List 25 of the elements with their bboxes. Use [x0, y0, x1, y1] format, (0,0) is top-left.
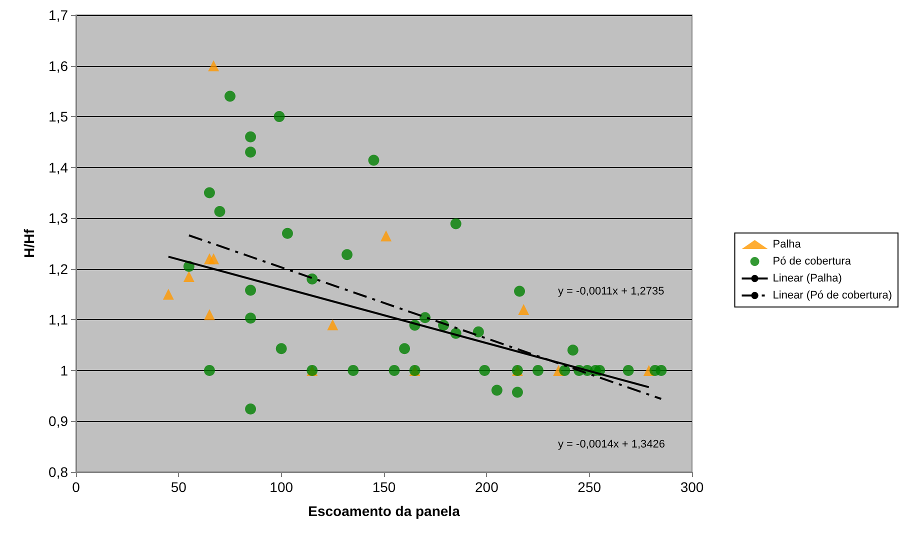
y-tick-label: 0,9 [48, 413, 68, 430]
x-tick-label: 200 [474, 479, 499, 495]
x-tick-label: 300 [680, 479, 704, 495]
legend-label: Pó de cobertura [772, 256, 852, 268]
annotation: y = -0,0014x + 1,3426 [558, 438, 666, 450]
y-tick-label: 1,4 [48, 159, 68, 176]
legend-label: Linear (Pó de cobertura) [772, 290, 892, 302]
x-tick-label: 150 [372, 479, 396, 495]
y-axis-title: H/Hf [21, 228, 37, 258]
legend-label: Linear (Palha) [772, 272, 842, 284]
y-tick-label: 1,3 [48, 210, 68, 226]
legend-label: Palha [772, 238, 802, 250]
y-tick-label: 1,1 [48, 312, 68, 328]
x-tick-label: 0 [72, 479, 80, 495]
annotation: y = -0,0011x + 1,2735 [558, 286, 664, 298]
y-tick-label: 1,7 [48, 7, 68, 23]
x-tick-label: 100 [270, 479, 294, 495]
y-tick-label: 1,6 [48, 58, 68, 74]
x-tick-label: 250 [578, 479, 602, 495]
y-tick-label: 1,2 [48, 260, 68, 277]
x-tick-label: 50 [170, 479, 187, 495]
y-tick-label: 1 [60, 362, 68, 378]
x-axis-title: Escoamento da panela [308, 503, 460, 519]
y-tick-label: 1,5 [48, 108, 68, 125]
y-tick-label: 0,8 [48, 464, 68, 480]
